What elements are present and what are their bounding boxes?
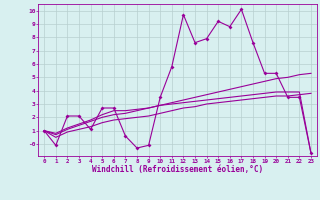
X-axis label: Windchill (Refroidissement éolien,°C): Windchill (Refroidissement éolien,°C) [92, 165, 263, 174]
